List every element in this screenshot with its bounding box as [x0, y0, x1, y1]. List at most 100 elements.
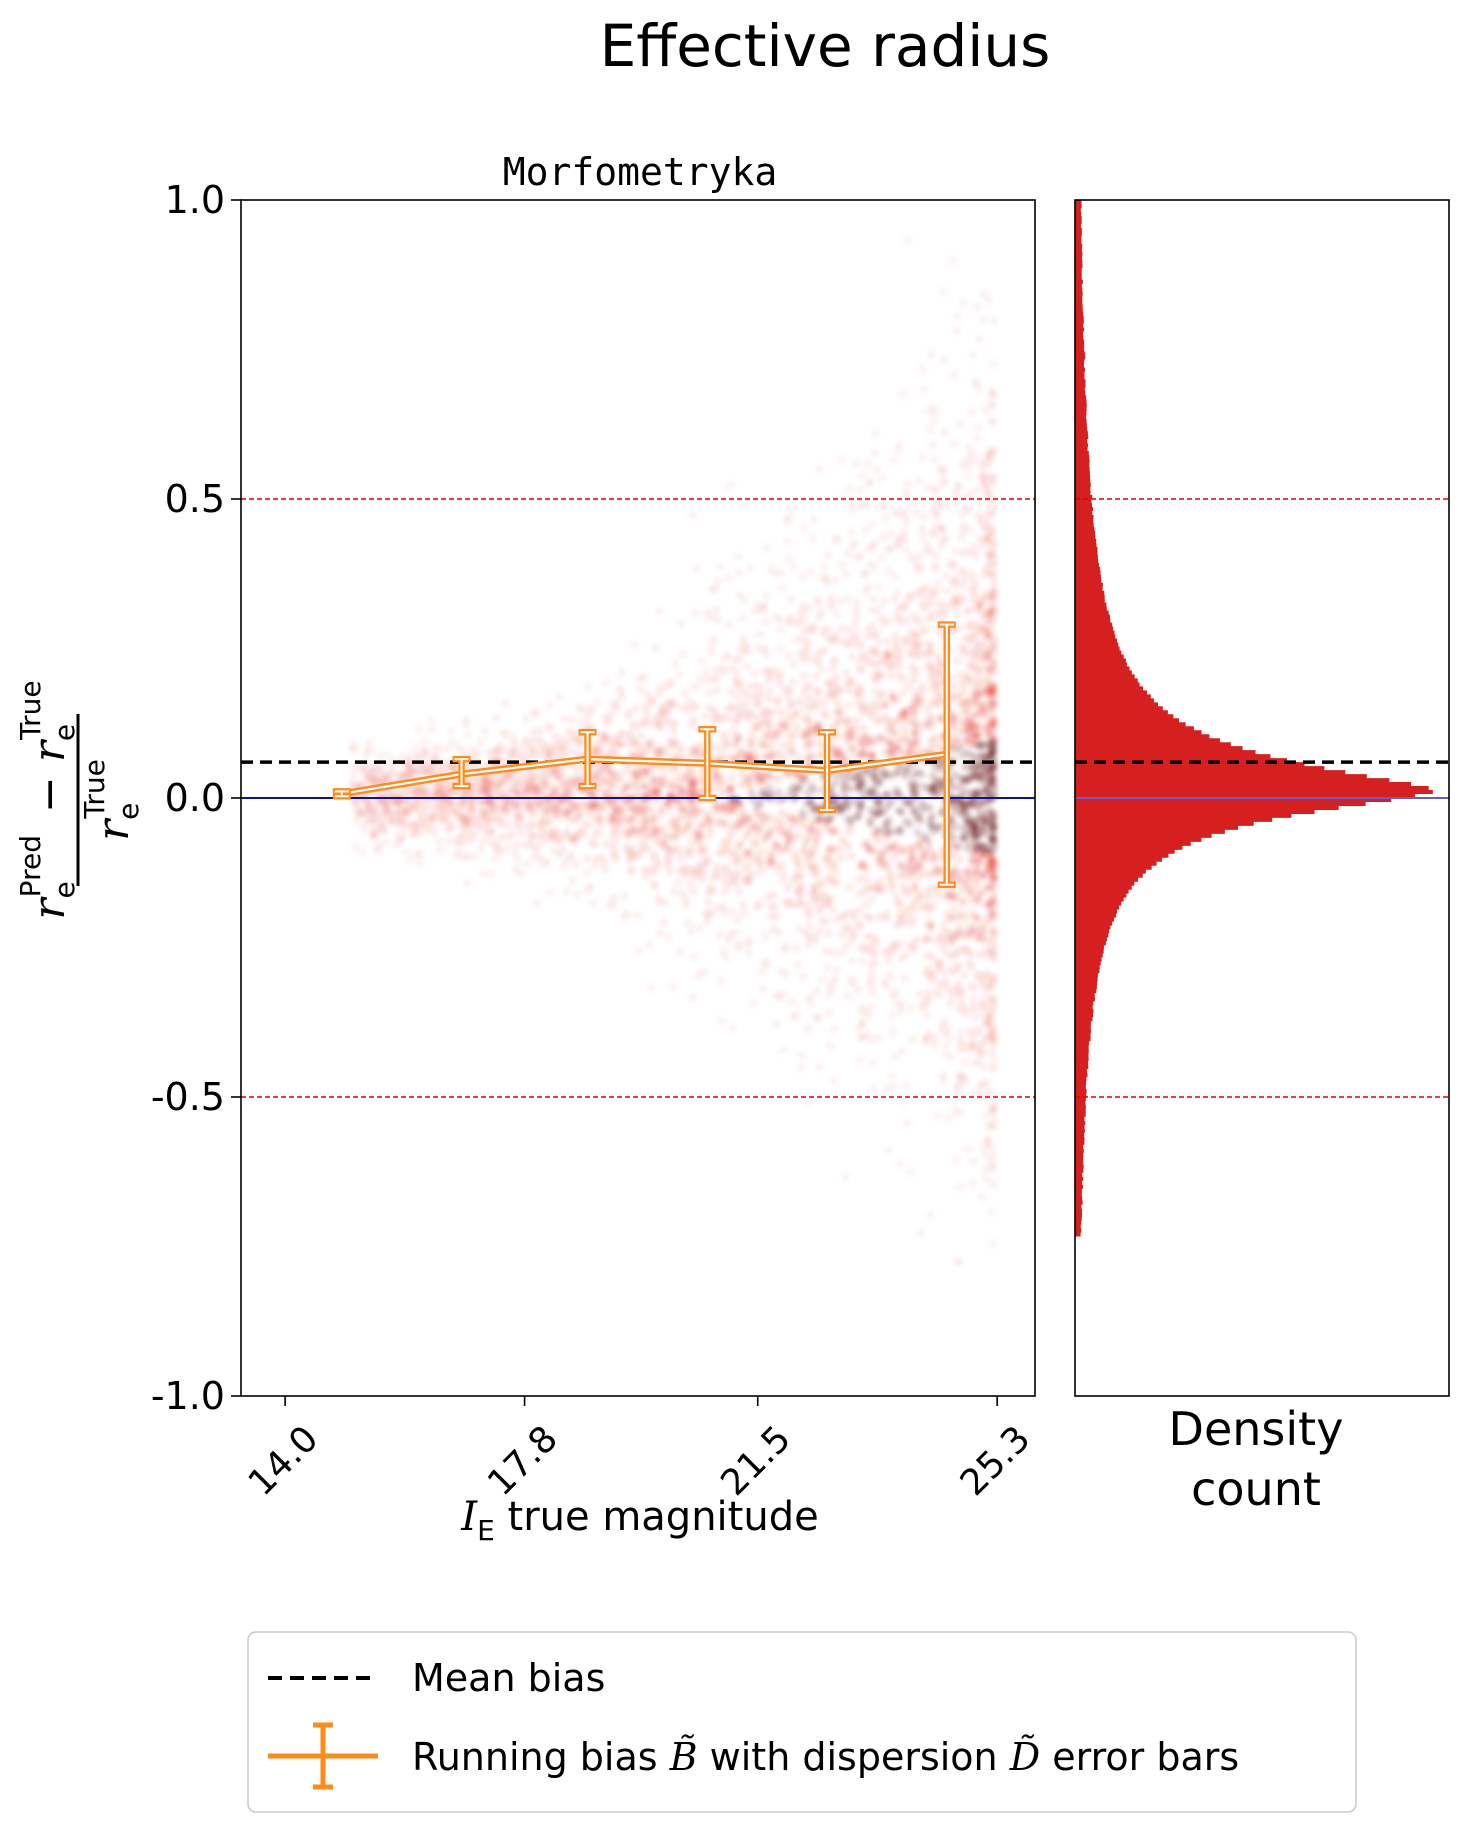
- scatter-point: [712, 903, 721, 912]
- scatter-point: [939, 936, 948, 945]
- scatter-point: [843, 638, 852, 647]
- scatter-point: [674, 670, 683, 679]
- scatter-point: [901, 635, 910, 645]
- scatter-point: [666, 867, 675, 876]
- scatter-point: [961, 827, 970, 837]
- scatter-point: [780, 794, 789, 804]
- scatter-point: [756, 824, 765, 834]
- scatter-point: [984, 296, 994, 305]
- scatter-point: [486, 869, 496, 879]
- scatter-point: [791, 871, 801, 880]
- scatter-point: [917, 649, 927, 658]
- scatter-point: [892, 740, 902, 749]
- scatter-point: [930, 853, 939, 862]
- scatter-point: [642, 708, 651, 717]
- scatter-point: [421, 804, 431, 814]
- scatter-point: [792, 900, 801, 909]
- scatter-point: [989, 683, 998, 692]
- scatter-point: [989, 446, 998, 455]
- scatter-point: [982, 536, 991, 545]
- scatter-point: [892, 999, 902, 1008]
- scatter-point: [746, 782, 755, 791]
- scatter-point: [458, 747, 467, 757]
- scatter-point: [785, 513, 794, 522]
- scatter-point: [869, 1058, 878, 1067]
- scatter-point: [719, 873, 729, 883]
- scatter-point: [934, 823, 944, 832]
- scatter-point: [960, 970, 969, 980]
- scatter-point: [349, 766, 358, 776]
- scatter-point: [988, 641, 998, 650]
- scatter-point: [504, 770, 513, 779]
- scatter-point: [767, 851, 776, 860]
- scatter-point: [831, 827, 840, 836]
- scatter-point: [414, 724, 423, 734]
- scatter-point: [913, 828, 922, 837]
- scatter-point: [634, 849, 644, 858]
- scatter-point: [634, 946, 643, 955]
- scatter-point: [957, 510, 966, 519]
- scatter-point: [774, 730, 783, 739]
- scatter-point: [860, 569, 870, 578]
- scatter-point: [761, 957, 770, 967]
- scatter-point: [966, 839, 976, 848]
- scatter-point: [801, 681, 811, 690]
- scatter-point: [777, 584, 786, 593]
- scatter-point: [610, 852, 620, 861]
- scatter-point: [923, 704, 933, 714]
- scatter-point: [810, 881, 819, 891]
- x-axis-label-text: true magnitude: [495, 1494, 819, 1540]
- scatter-point: [826, 979, 835, 989]
- scatter-point: [584, 683, 593, 692]
- scatter-point: [589, 898, 598, 908]
- scatter-point: [939, 287, 948, 296]
- scatter-point: [532, 844, 541, 854]
- scatter-point: [877, 614, 886, 623]
- scatter-point: [880, 770, 889, 779]
- scatter-point: [809, 515, 819, 524]
- scatter-point: [657, 809, 666, 818]
- scatter-point: [982, 1175, 991, 1184]
- scatter-point: [767, 564, 776, 573]
- scatter-point: [722, 741, 732, 750]
- scatter-point: [966, 1030, 976, 1040]
- scatter-point: [863, 625, 873, 635]
- scatter-point: [894, 767, 903, 776]
- scatter-point: [676, 947, 685, 956]
- scatter-point: [874, 637, 883, 646]
- scatter-point: [739, 687, 748, 696]
- scatter-point: [912, 666, 921, 675]
- scatter-point: [631, 704, 640, 713]
- scatter-point: [862, 768, 871, 777]
- scatter-point: [895, 939, 904, 949]
- scatter-point: [866, 819, 875, 829]
- scatter-point: [904, 798, 913, 807]
- scatter-point: [919, 513, 929, 522]
- scatter-point: [644, 718, 654, 727]
- scatter-point: [765, 686, 775, 695]
- scatter-point: [752, 809, 761, 819]
- scatter-point: [884, 816, 893, 825]
- scatter-point: [815, 612, 824, 622]
- scatter-point: [709, 873, 719, 882]
- scatter-point: [817, 665, 826, 674]
- scatter-point: [617, 668, 627, 677]
- scatter-point: [930, 790, 939, 799]
- scatter-point: [546, 724, 556, 734]
- scatter-point: [653, 860, 662, 869]
- scatter-point: [927, 661, 936, 670]
- scatter-point: [938, 1027, 947, 1036]
- scatter-point: [961, 574, 970, 584]
- scatter-point: [939, 919, 948, 929]
- scatter-point: [486, 799, 495, 809]
- scatter-point: [926, 612, 935, 621]
- scatter-point: [826, 862, 835, 871]
- scatter-point: [893, 588, 902, 598]
- scatter-point: [696, 675, 705, 684]
- scatter-point: [714, 577, 723, 587]
- scatter-point: [805, 921, 814, 930]
- scatter-point: [805, 567, 814, 576]
- x-tick-label: 21.5: [713, 1418, 799, 1504]
- scatter-point: [859, 499, 869, 508]
- scatter-point: [941, 1040, 951, 1050]
